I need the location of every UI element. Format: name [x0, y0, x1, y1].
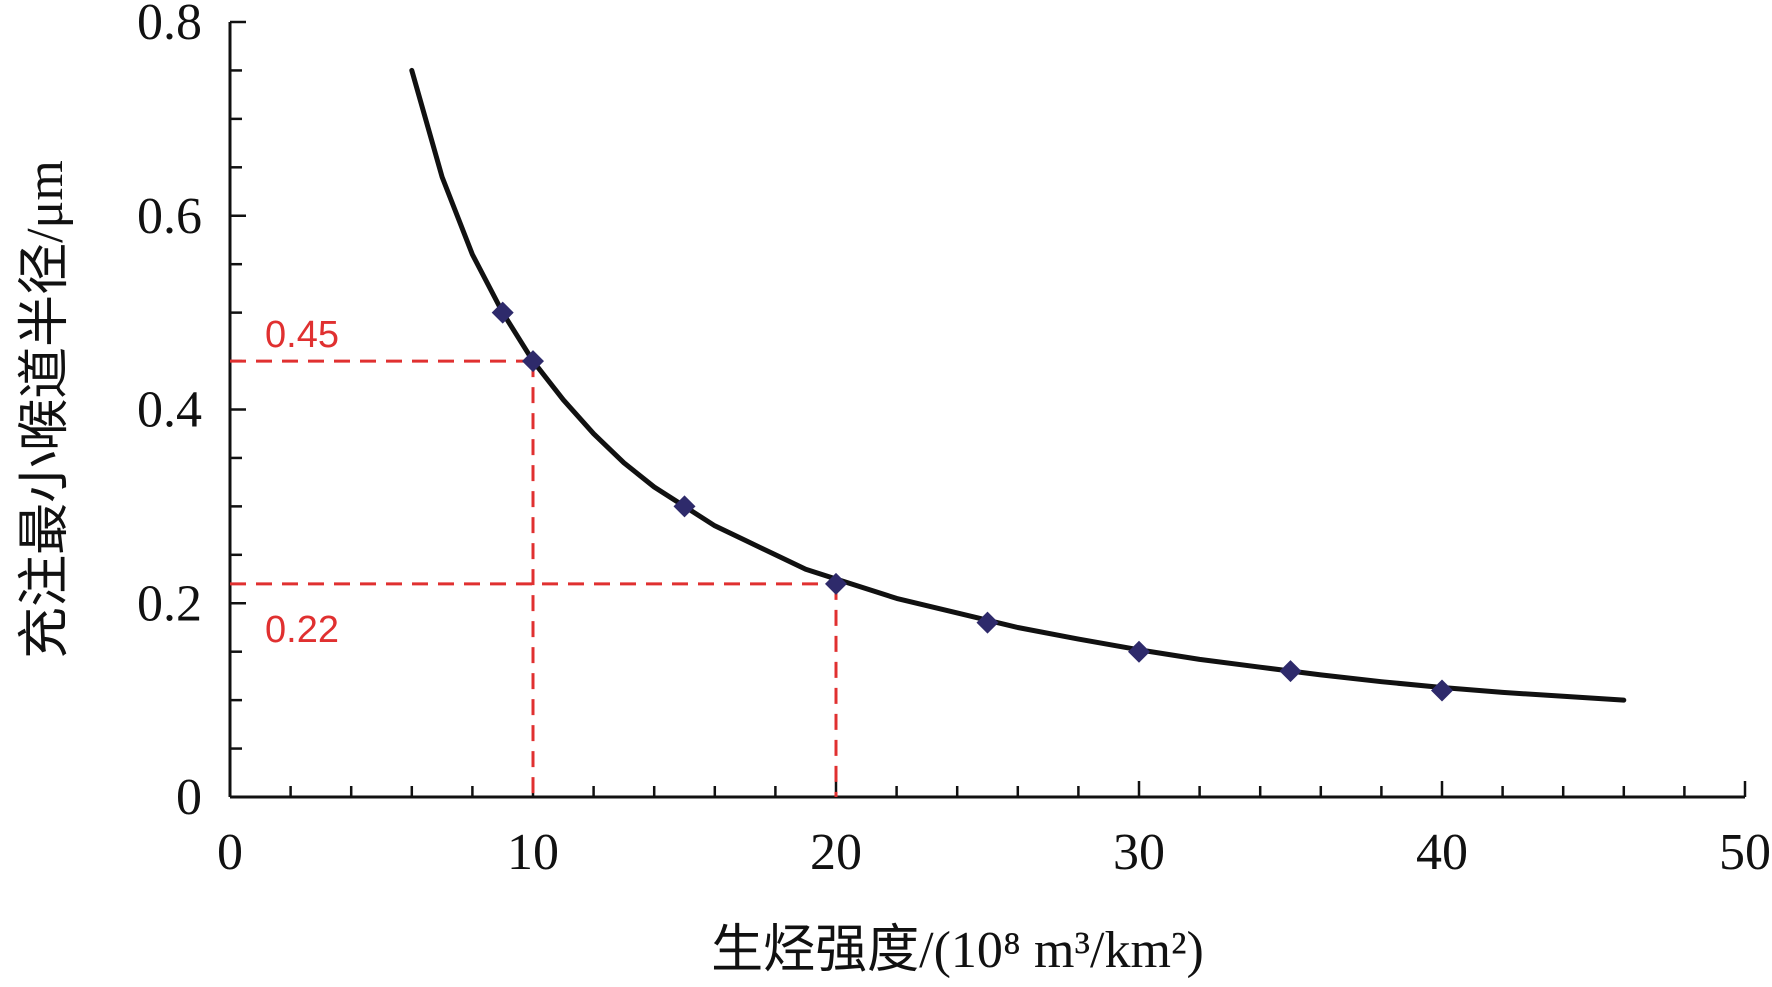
axes — [228, 22, 1745, 799]
y-axis-label: 充注最小喉道半径/μm — [17, 160, 74, 659]
data-point — [1431, 679, 1453, 702]
data-point — [976, 611, 999, 634]
y-tick-label: 0.6 — [137, 188, 202, 245]
x-tick-label: 0 — [217, 824, 243, 881]
data-point — [1279, 660, 1302, 683]
fit-curve — [409, 67, 1627, 703]
y-tick-label: 0 — [176, 769, 202, 826]
ticks — [228, 20, 1747, 799]
data-point — [1128, 640, 1150, 663]
fit-curve-layer — [409, 67, 1627, 703]
annotation-label: 0.45 — [265, 314, 339, 356]
data-point — [522, 350, 544, 373]
y-tick-label: 0.2 — [137, 575, 202, 632]
y-tick-label: 0.8 — [137, 0, 202, 51]
data-point — [825, 572, 847, 595]
data-point — [673, 495, 696, 518]
x-tick-label: 50 — [1719, 824, 1771, 881]
guide-lines — [230, 359, 838, 797]
x-tick-label: 40 — [1416, 824, 1468, 881]
data-point — [491, 301, 514, 324]
x-tick-label: 20 — [810, 824, 862, 881]
labels: 0 10 20 30 40 50 0 0.2 0.4 0.6 0.8 生烃强度/(10⁸ m³/km²… — [17, 0, 1771, 979]
y-tick-label: 0.4 — [137, 382, 202, 439]
x-tick-label: 30 — [1113, 824, 1165, 881]
annotation-label: 0.22 — [265, 609, 339, 651]
x-tick-label: 10 — [507, 824, 559, 881]
data-points — [491, 301, 1453, 702]
x-axis-label: 生烃强度/(10⁸ m³/km²) — [711, 922, 1204, 979]
